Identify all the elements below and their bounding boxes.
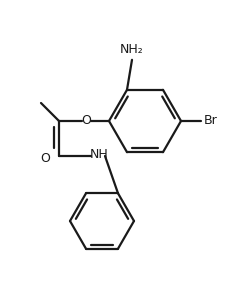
Text: NH₂: NH₂ <box>120 43 144 56</box>
Text: O: O <box>40 151 50 164</box>
Text: Br: Br <box>204 114 218 127</box>
Text: NH: NH <box>90 149 108 162</box>
Text: O: O <box>81 114 91 127</box>
